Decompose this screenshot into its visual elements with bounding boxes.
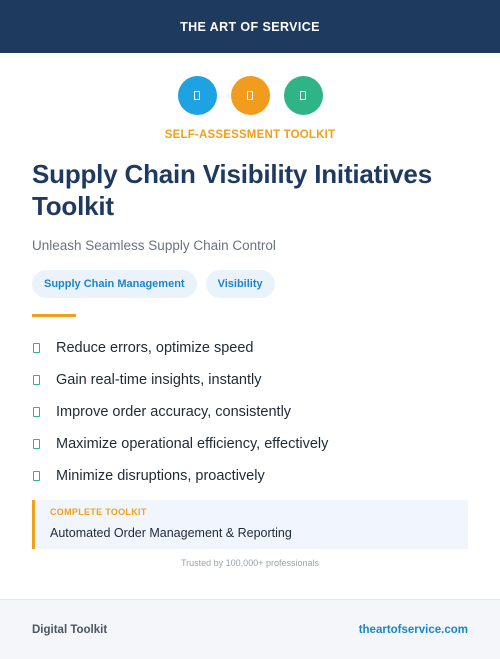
subtitle: Unleash Seamless Supply Chain Control bbox=[32, 238, 276, 253]
check-icon bbox=[33, 471, 40, 481]
icon-row bbox=[0, 76, 500, 115]
page-title: Supply Chain Visibility Initiatives Tool… bbox=[32, 159, 432, 221]
website-link[interactable]: theartofservice.com bbox=[358, 623, 468, 636]
footer-bar: Digital Toolkit theartofservice.com bbox=[0, 599, 500, 659]
brand-title: THE ART OF SERVICE bbox=[180, 19, 320, 34]
tag-list: Supply Chain Management Visibility bbox=[32, 270, 275, 298]
list-item: Reduce errors, optimize speed bbox=[32, 332, 328, 364]
list-item: Improve order accuracy, consistently bbox=[32, 396, 328, 428]
list-item: Minimize disruptions, proactively bbox=[32, 460, 328, 492]
header-bar: THE ART OF SERVICE bbox=[0, 0, 500, 53]
feature-list: Reduce errors, optimize speed Gain real-… bbox=[32, 332, 328, 492]
orange-badge-icon bbox=[230, 76, 270, 115]
check-icon bbox=[33, 407, 40, 417]
check-icon bbox=[33, 375, 40, 385]
green-badge-icon bbox=[283, 76, 323, 115]
blue-badge-icon bbox=[177, 76, 217, 115]
accent-divider bbox=[32, 314, 76, 317]
feature-text: Reduce errors, optimize speed bbox=[56, 340, 254, 356]
feature-text: Maximize operational efficiency, effecti… bbox=[56, 436, 329, 452]
callout-text: Automated Order Management & Reporting bbox=[50, 526, 292, 540]
toolkit-callout: COMPLETE TOOLKIT Automated Order Managem… bbox=[32, 500, 468, 549]
kicker-label: SELF-ASSESSMENT TOOLKIT bbox=[164, 129, 336, 141]
list-item: Maximize operational efficiency, effecti… bbox=[32, 428, 328, 460]
footer-label: Digital Toolkit bbox=[32, 623, 108, 636]
trusted-note: Trusted by 100,000+ professionals bbox=[180, 558, 319, 568]
list-item: Gain real-time insights, instantly bbox=[32, 364, 328, 396]
feature-text: Minimize disruptions, proactively bbox=[56, 468, 265, 484]
tag-supply-chain-management: Supply Chain Management bbox=[32, 270, 197, 298]
callout-label: COMPLETE TOOLKIT bbox=[50, 507, 147, 517]
check-icon bbox=[33, 439, 40, 449]
tag-visibility: Visibility bbox=[205, 270, 275, 298]
feature-text: Improve order accuracy, consistently bbox=[56, 404, 292, 420]
check-icon bbox=[33, 343, 40, 353]
feature-text: Gain real-time insights, instantly bbox=[56, 372, 262, 388]
